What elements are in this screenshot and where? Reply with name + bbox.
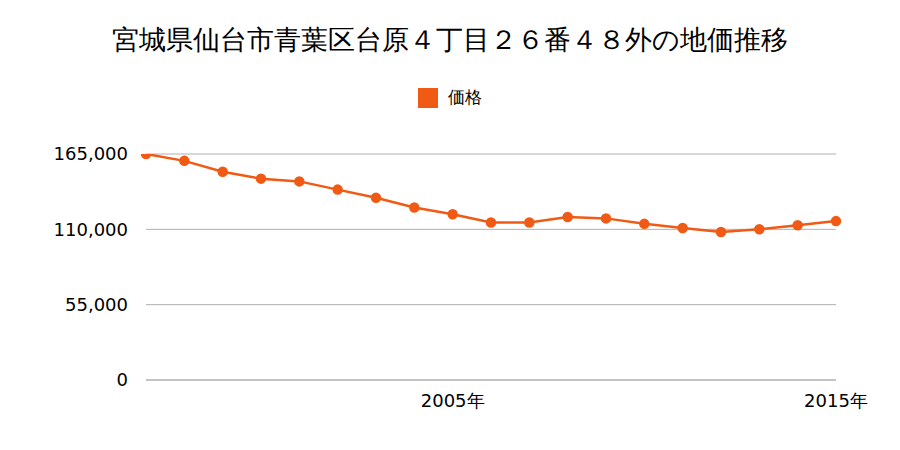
svg-text:110,000: 110,000 bbox=[54, 219, 128, 240]
svg-text:55,000: 55,000 bbox=[65, 294, 128, 315]
svg-text:2005年: 2005年 bbox=[421, 390, 485, 411]
svg-text:0: 0 bbox=[117, 369, 128, 390]
svg-text:165,000: 165,000 bbox=[54, 143, 128, 164]
html-text:価格: 価格 bbox=[448, 87, 482, 107]
svg-text:2015年: 2015年 bbox=[804, 390, 868, 411]
html-text:宮城県仙台市青葉区台原４丁目２６番４８外の地価推移: 宮城県仙台市青葉区台原４丁目２６番４８外の地価推移 bbox=[112, 24, 788, 55]
